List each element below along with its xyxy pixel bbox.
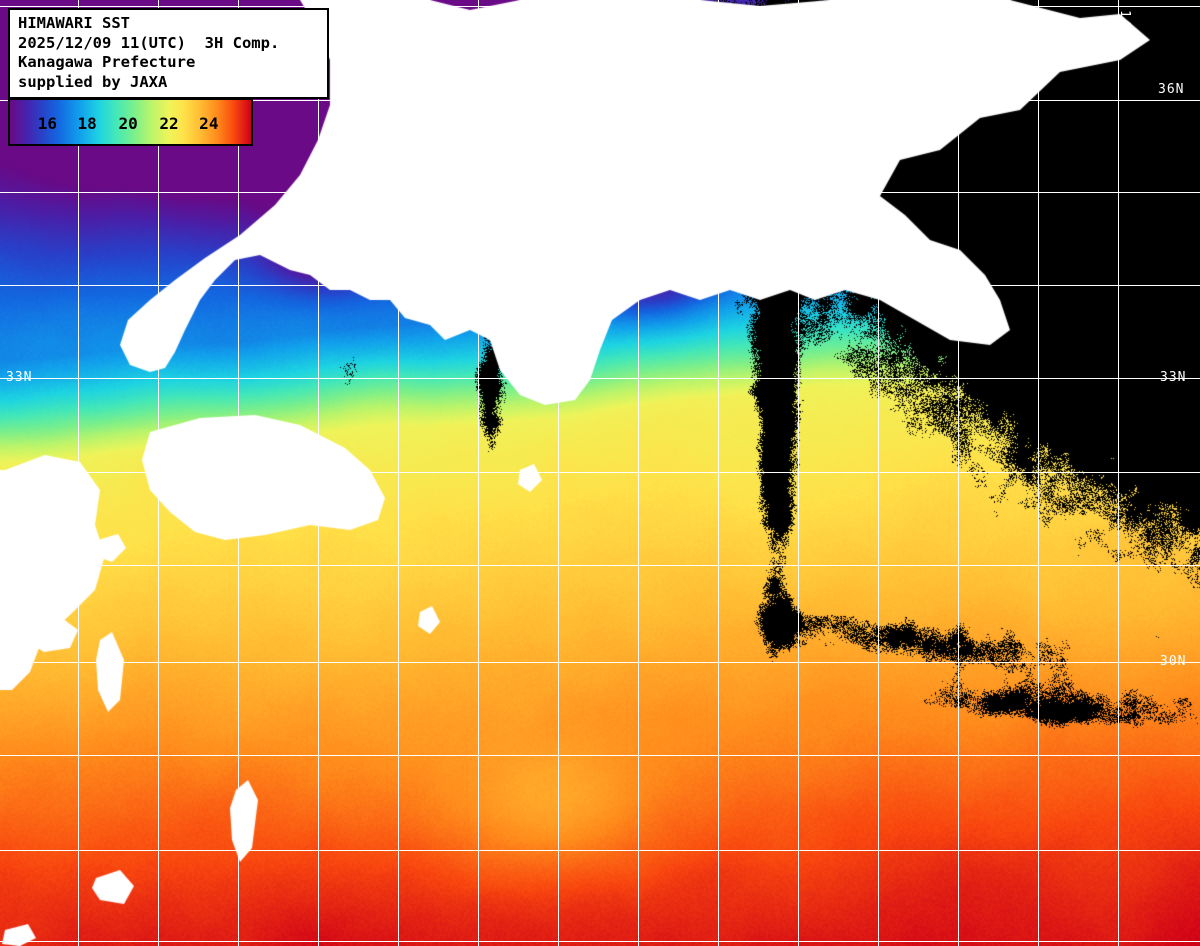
colorbar-tick-16: 16 xyxy=(37,114,57,133)
latitude-label-right-36N: 36N xyxy=(1158,82,1185,97)
title-line-datetime: 2025/12/09 11(UTC) 3H Comp. xyxy=(18,33,280,52)
latitude-label-right-33N: 33N xyxy=(1160,370,1187,385)
longitude-label-141E: 141E xyxy=(1117,10,1132,46)
title-line-region: Kanagawa Prefecture xyxy=(18,53,196,71)
colorbar: 16 18 20 22 24 xyxy=(8,98,253,146)
latitude-label-left-30N: 30N xyxy=(6,654,33,669)
colorbar-tick-labels: 16 18 20 22 24 xyxy=(10,114,251,136)
latitude-label-right-30N: 30N xyxy=(1160,654,1187,669)
colorbar-gradient xyxy=(10,100,251,144)
title-line-product: HIMAWARI SST xyxy=(18,14,130,32)
latitude-label-left-33N: 33N xyxy=(6,370,33,385)
longitude-label-136E: 136E xyxy=(477,10,492,46)
colorbar-tick-24: 24 xyxy=(199,114,219,133)
title-line-supplier: supplied by JAXA xyxy=(18,72,168,91)
colorbar-tick-20: 20 xyxy=(118,114,138,133)
colorbar-tick-18: 18 xyxy=(77,114,97,133)
colorbar-tick-22: 22 xyxy=(159,114,179,133)
title-box: HIMAWARI SST 2025/12/09 11(UTC) 3H Comp.… xyxy=(8,8,329,99)
